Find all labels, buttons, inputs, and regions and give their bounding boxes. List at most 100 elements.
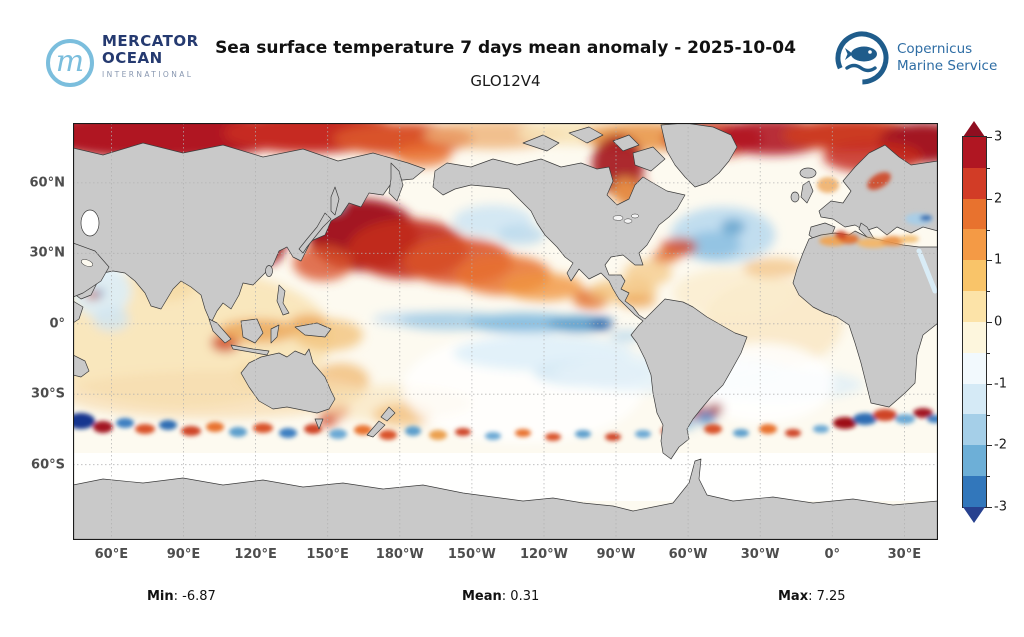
mercator-monogram-icon: m bbox=[46, 39, 94, 87]
great-lake-1 bbox=[612, 215, 624, 221]
lat-tick-label: 30°S bbox=[31, 386, 65, 402]
colorbar-tick bbox=[987, 322, 992, 323]
north-south-america bbox=[432, 158, 748, 460]
colorbar-segment bbox=[963, 383, 986, 415]
lat-tick-label: 60°N bbox=[29, 175, 65, 191]
lon-tick-label: 60°E bbox=[94, 547, 129, 562]
colorbar-tick-label: -3 bbox=[994, 499, 1007, 515]
lat-tick-label: 0° bbox=[49, 316, 65, 332]
marginal-seas bbox=[80, 172, 938, 294]
new-zealand-north bbox=[380, 406, 396, 422]
lon-tick-label: 120°E bbox=[234, 547, 277, 562]
arabia-left-sliver bbox=[73, 242, 110, 298]
colorbar-segment bbox=[963, 137, 986, 168]
colorbar-tick bbox=[987, 383, 992, 385]
colorbar-segment bbox=[963, 445, 986, 477]
colorbar-tick-label: -2 bbox=[994, 437, 1007, 453]
sumatra bbox=[208, 318, 232, 344]
mercator-logo-line3: INTERNATIONAL bbox=[102, 70, 194, 79]
antarctica bbox=[73, 458, 938, 540]
sulawesi bbox=[270, 324, 280, 344]
eurasia bbox=[73, 142, 426, 324]
arctic-island-1 bbox=[522, 134, 560, 152]
ireland bbox=[790, 191, 800, 203]
stat-min-value: : -6.87 bbox=[173, 589, 216, 604]
stat-mean-value: : 0.31 bbox=[501, 589, 540, 604]
page-subtitle: GLO12V4 bbox=[470, 72, 541, 90]
tasmania bbox=[314, 418, 324, 430]
world-anomaly-map: 60°N 30°N 0° 30°S 60°S 60°E 90°E 120°E 150°E 180… bbox=[30, 123, 938, 562]
lon-tick-label: 90°E bbox=[166, 547, 201, 562]
colorbar-tick bbox=[987, 445, 992, 447]
japan bbox=[298, 212, 332, 254]
stat-mean: Mean: 0.31 bbox=[462, 589, 539, 604]
copernicus-logo-line2: Marine Service bbox=[897, 58, 998, 74]
great-lake-3 bbox=[631, 213, 639, 219]
red-sea-cool bbox=[916, 248, 938, 294]
colorbar-over-arrow bbox=[963, 121, 985, 137]
stat-mean-label: Mean bbox=[462, 589, 502, 604]
mercator-logo-line1: MERCATOR bbox=[102, 32, 199, 50]
graticule bbox=[73, 123, 938, 540]
north-sea-warm bbox=[817, 177, 839, 193]
colorbar-tick bbox=[987, 507, 992, 508]
colorbar-under-arrow bbox=[963, 507, 985, 523]
new-zealand-south bbox=[366, 420, 386, 438]
colorbar-tick bbox=[987, 291, 990, 293]
copernicus-fish-icon bbox=[835, 31, 889, 85]
africa bbox=[792, 230, 938, 408]
colorbar-segment bbox=[963, 260, 986, 292]
baffin-island bbox=[632, 146, 666, 172]
colorbar-tick-label: 1 bbox=[994, 252, 1003, 268]
stat-min: Min: -6.87 bbox=[147, 589, 216, 604]
java bbox=[230, 344, 270, 356]
mercator-ocean-logo: m MERCATOR OCEAN INTERNATIONAL bbox=[46, 33, 199, 87]
colorbar-tick-label: 2 bbox=[994, 191, 1003, 207]
greenland bbox=[660, 123, 738, 188]
colorbar-tick bbox=[987, 260, 992, 262]
sakhalin bbox=[330, 186, 340, 216]
lon-tick-label: 30°W bbox=[740, 547, 780, 562]
colorbar-segment bbox=[963, 167, 986, 199]
copernicus-marine-logo: Copernicus Marine Service bbox=[833, 28, 997, 88]
colorbar-tick-label: 0 bbox=[994, 314, 1003, 330]
madagascar-left-sliver bbox=[73, 354, 90, 378]
lat-tick-label: 60°S bbox=[31, 457, 65, 473]
baltic-sea-warm bbox=[867, 172, 891, 190]
colorbar-segment bbox=[963, 229, 986, 261]
lon-tick-label: 120°W bbox=[520, 547, 568, 562]
colorbar-segment bbox=[963, 321, 986, 353]
europe bbox=[818, 144, 938, 236]
anomaly-colorbar: 3 2 1 0 -1 -2 -3 bbox=[958, 121, 1020, 541]
lat-tick-label: 30°N bbox=[29, 245, 65, 261]
lon-tick-label: 150°E bbox=[306, 547, 349, 562]
arctic-island-3 bbox=[612, 134, 640, 152]
lon-tick-label: 30°E bbox=[887, 547, 922, 562]
colorbar-tick-label: 3 bbox=[994, 129, 1003, 145]
colorbar-tick bbox=[987, 352, 990, 354]
stat-max: Max: 7.25 bbox=[778, 589, 846, 604]
colorbar-segment bbox=[963, 414, 986, 446]
mercator-logo-line2: OCEAN bbox=[102, 49, 163, 67]
taiwan bbox=[265, 265, 273, 277]
philippines bbox=[276, 284, 290, 316]
caspian-sea bbox=[80, 209, 100, 237]
map-frame bbox=[73, 123, 938, 540]
arctic-island-2 bbox=[568, 126, 604, 144]
colorbar-tick bbox=[987, 198, 992, 200]
lon-tick-label: 0° bbox=[824, 547, 841, 562]
colorbar-segment bbox=[963, 291, 986, 322]
stat-max-value: : 7.25 bbox=[808, 589, 846, 604]
colorbar-segment bbox=[963, 352, 986, 384]
colorbar-tick bbox=[987, 167, 990, 169]
stat-max-label: Max bbox=[778, 589, 809, 604]
southern-ocean-eddies bbox=[73, 408, 938, 441]
colorbar-tick bbox=[987, 414, 990, 416]
lon-tick-label: 60°W bbox=[668, 547, 708, 562]
colorbar-segment bbox=[963, 476, 986, 507]
lon-tick-label: 150°W bbox=[447, 547, 496, 562]
lon-tick-label: 180°W bbox=[375, 547, 424, 562]
iceland bbox=[799, 167, 817, 179]
colorbar-scale bbox=[962, 136, 987, 508]
